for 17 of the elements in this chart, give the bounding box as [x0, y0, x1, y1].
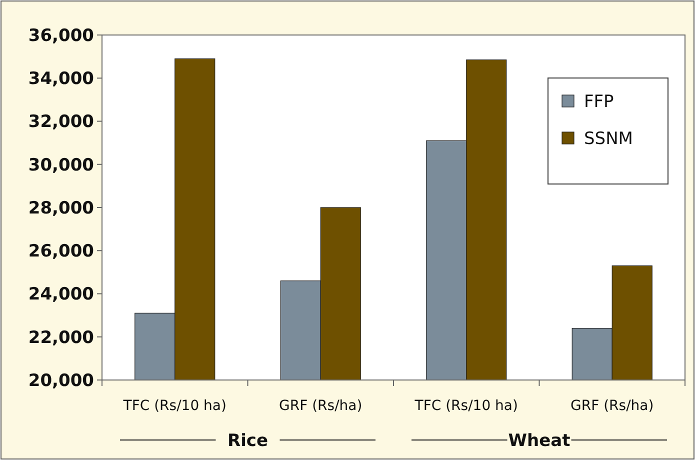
legend-label: FFP: [584, 92, 614, 112]
x-tick-label: GRF (Rs/ha): [570, 398, 654, 414]
x-tick-label: GRF (Rs/ha): [279, 398, 362, 414]
y-tick-label: 36,000: [28, 26, 94, 46]
y-tick-label: 34,000: [28, 69, 94, 90]
text: Wheat: [508, 431, 570, 451]
y-tick-label: 30,000: [28, 155, 94, 176]
x-tick-label: TFC (Rs/10 ha): [122, 398, 226, 414]
legend-label: SSNM: [584, 128, 633, 149]
y-tick-label: 24,000: [28, 284, 94, 305]
x-tick-label: TFC (Rs/10 ha): [414, 398, 518, 414]
y-tick-label: 22,000: [28, 328, 94, 348]
text: Rice: [227, 431, 268, 451]
y-tick-label: 26,000: [28, 242, 94, 262]
y-tick-label: 32,000: [28, 112, 94, 132]
y-tick-label: 28,000: [28, 198, 94, 218]
y-tick-label: 20,000: [28, 370, 94, 391]
